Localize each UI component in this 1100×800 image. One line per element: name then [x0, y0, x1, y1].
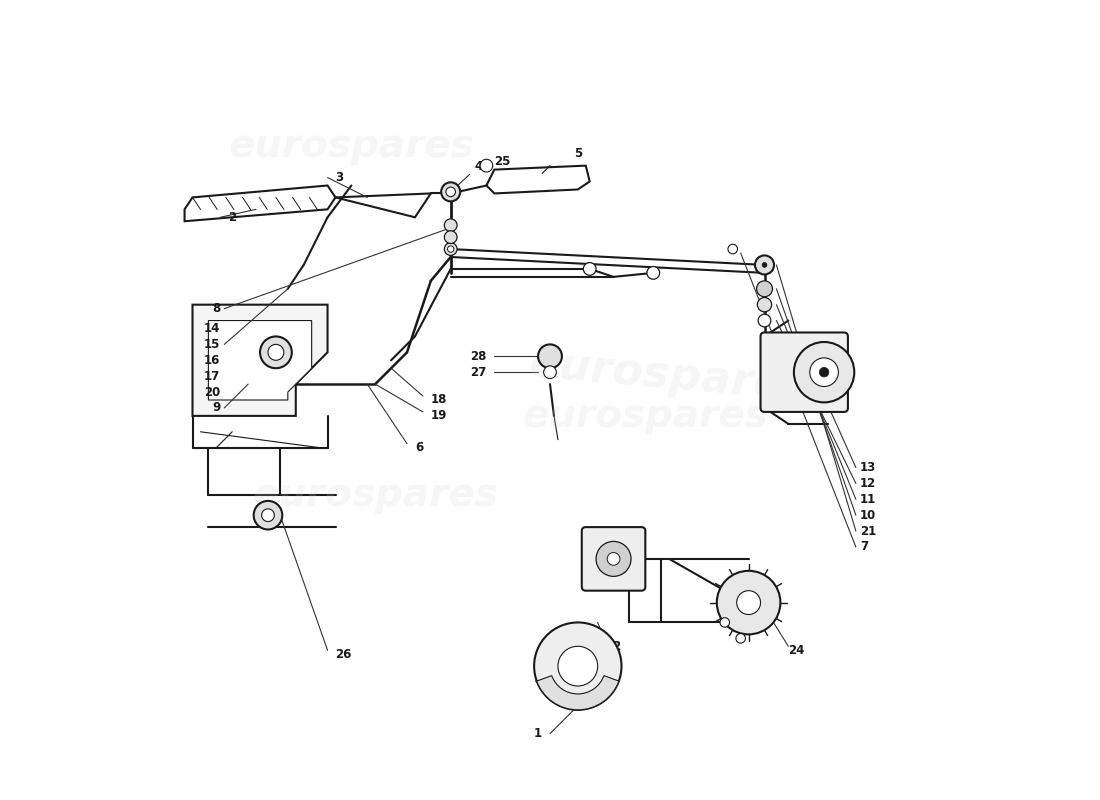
Circle shape [810, 358, 838, 386]
Circle shape [583, 262, 596, 275]
Polygon shape [185, 186, 336, 222]
Text: 18: 18 [431, 394, 448, 406]
Text: 26: 26 [336, 648, 352, 661]
Text: 15: 15 [204, 338, 220, 351]
Circle shape [755, 255, 774, 274]
Text: eurospares: eurospares [229, 126, 474, 165]
Text: 20: 20 [205, 386, 220, 398]
Text: 10: 10 [860, 509, 876, 522]
Polygon shape [192, 305, 328, 416]
Text: 28: 28 [470, 350, 486, 363]
Text: 9: 9 [212, 402, 220, 414]
Text: eurospares: eurospares [252, 476, 498, 514]
Text: eurospares: eurospares [527, 342, 811, 410]
Text: 4: 4 [453, 160, 483, 190]
Wedge shape [537, 676, 619, 710]
Circle shape [535, 622, 622, 710]
Text: 13: 13 [860, 461, 876, 474]
FancyBboxPatch shape [760, 333, 848, 412]
Text: 23: 23 [606, 537, 621, 550]
Circle shape [607, 553, 620, 566]
Circle shape [758, 314, 771, 327]
Text: 22: 22 [606, 640, 621, 653]
Circle shape [737, 590, 760, 614]
Circle shape [762, 262, 767, 267]
Text: 8: 8 [212, 302, 220, 315]
Text: eurospares: eurospares [522, 397, 768, 435]
Text: 1: 1 [534, 671, 542, 685]
Text: 14: 14 [204, 322, 220, 335]
Text: 12: 12 [860, 477, 876, 490]
Circle shape [558, 646, 597, 686]
Polygon shape [208, 321, 311, 400]
Text: 25: 25 [494, 155, 510, 168]
Circle shape [758, 298, 772, 312]
Circle shape [441, 182, 460, 202]
Text: 3: 3 [336, 171, 343, 184]
Circle shape [444, 219, 458, 231]
Circle shape [717, 571, 780, 634]
Circle shape [254, 501, 283, 530]
Text: 21: 21 [860, 525, 876, 538]
Circle shape [757, 281, 772, 297]
Text: 1: 1 [534, 727, 542, 740]
Circle shape [480, 159, 493, 172]
Text: 5: 5 [574, 147, 582, 160]
Circle shape [794, 342, 855, 402]
Circle shape [446, 187, 455, 197]
Circle shape [448, 246, 454, 252]
Text: 27: 27 [470, 366, 486, 378]
FancyBboxPatch shape [582, 527, 646, 590]
Text: 16: 16 [204, 354, 220, 366]
Circle shape [728, 244, 737, 254]
Circle shape [260, 337, 292, 368]
Circle shape [736, 634, 746, 643]
Circle shape [444, 230, 458, 243]
Text: 6: 6 [415, 441, 424, 454]
Text: 11: 11 [860, 493, 876, 506]
Circle shape [820, 367, 829, 377]
Circle shape [262, 509, 274, 522]
Text: 24: 24 [789, 644, 805, 657]
Circle shape [444, 242, 458, 255]
Text: 2: 2 [229, 210, 236, 224]
Circle shape [538, 344, 562, 368]
Circle shape [268, 344, 284, 360]
Circle shape [647, 266, 660, 279]
Circle shape [720, 618, 729, 627]
Circle shape [543, 366, 557, 378]
Text: 19: 19 [431, 410, 448, 422]
Circle shape [596, 542, 631, 576]
Text: 7: 7 [860, 541, 868, 554]
Text: 17: 17 [205, 370, 220, 382]
Polygon shape [486, 166, 590, 194]
